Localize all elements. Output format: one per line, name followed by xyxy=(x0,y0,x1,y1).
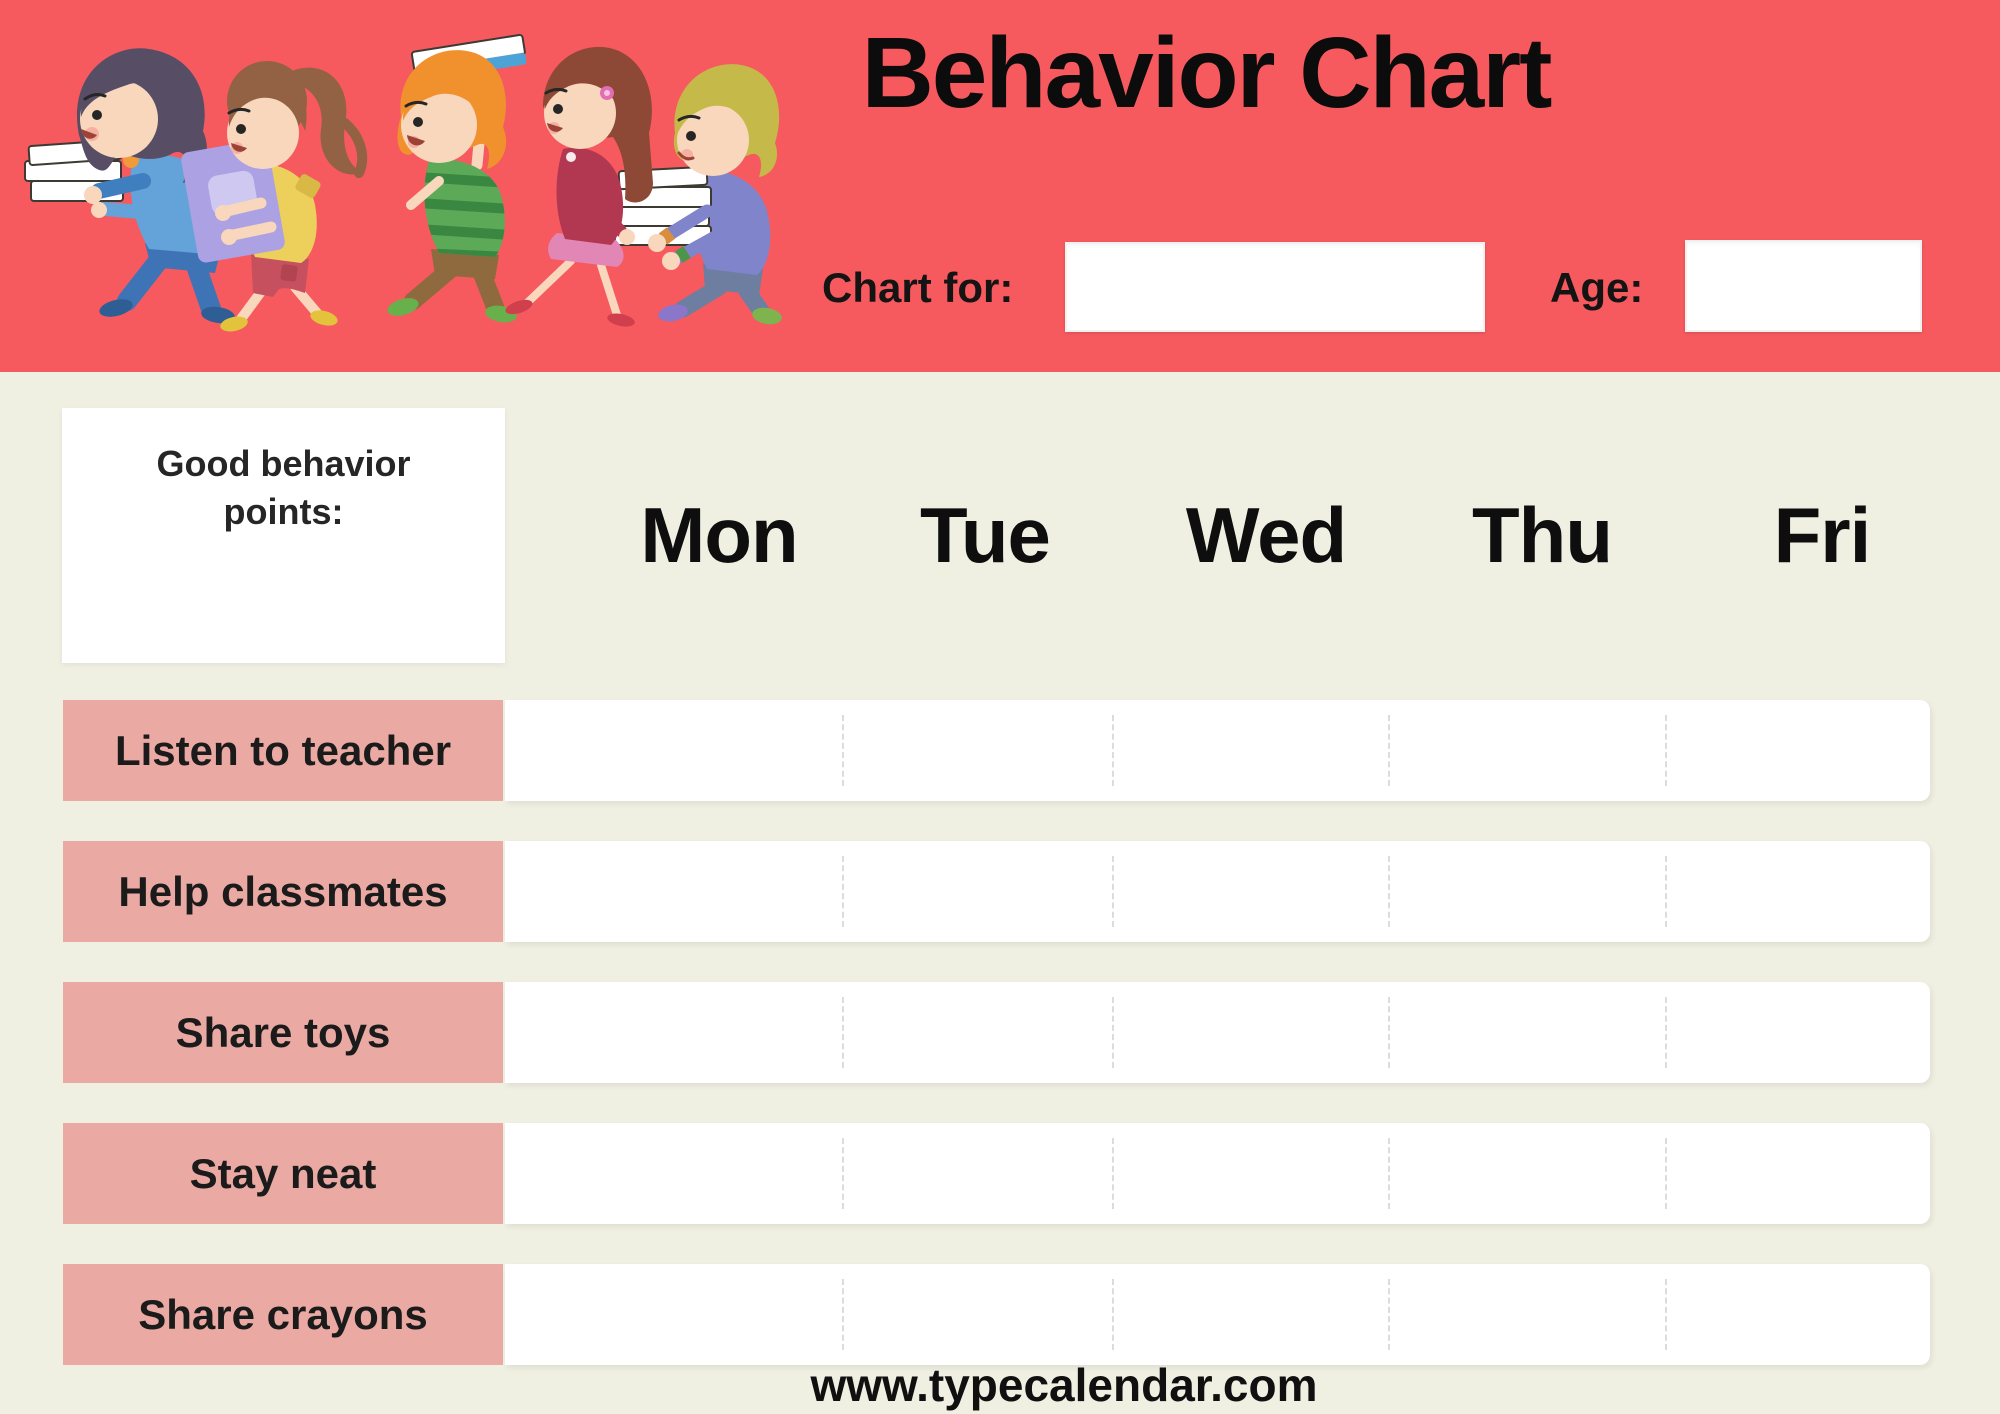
column-divider xyxy=(1388,1138,1390,1209)
row-strip xyxy=(505,1264,1930,1365)
column-divider xyxy=(1388,1279,1390,1350)
column-divider xyxy=(842,1279,844,1350)
behavior-cell xyxy=(505,1123,842,1224)
behavior-cell xyxy=(1388,700,1665,801)
child-5 xyxy=(610,64,782,325)
behavior-cell xyxy=(505,982,842,1083)
behavior-cell xyxy=(842,1123,1112,1224)
child-1 xyxy=(24,48,235,324)
behavior-cell xyxy=(1388,1264,1665,1365)
behavior-cell xyxy=(842,700,1112,801)
behavior-cell xyxy=(1112,1123,1388,1224)
age-input[interactable] xyxy=(1685,240,1922,332)
child-2 xyxy=(181,61,368,332)
day-header-tue: Tue xyxy=(920,491,1051,579)
column-divider xyxy=(1665,997,1667,1068)
column-divider xyxy=(842,856,844,927)
chart-for-input[interactable] xyxy=(1065,242,1485,332)
behavior-cell xyxy=(1112,1264,1388,1365)
behavior-cell xyxy=(1665,1264,1930,1365)
column-divider xyxy=(1388,997,1390,1068)
header-band: Behavior Chart Chart for: Age: xyxy=(0,0,2000,372)
row-strip xyxy=(505,841,1930,942)
row-strip xyxy=(505,700,1930,801)
behavior-cell xyxy=(1112,700,1388,801)
behavior-cell xyxy=(1112,982,1388,1083)
column-divider xyxy=(1112,1279,1114,1350)
child-4 xyxy=(505,46,653,327)
behavior-cell xyxy=(505,700,842,801)
children-books-illustration xyxy=(24,34,782,332)
page-title: Behavior Chart xyxy=(861,17,1553,129)
column-divider xyxy=(1112,856,1114,927)
website-url: www.typecalendar.com xyxy=(810,1359,1318,1411)
column-divider xyxy=(1665,856,1667,927)
behavior-cell xyxy=(1388,982,1665,1083)
table-row: Help classmates xyxy=(0,841,2000,942)
column-divider xyxy=(1112,1138,1114,1209)
row-strip xyxy=(505,982,1930,1083)
behavior-cell xyxy=(1665,982,1930,1083)
behavior-cell xyxy=(1112,841,1388,942)
behavior-cell xyxy=(842,841,1112,942)
row-label-share-toys: Share toys xyxy=(63,982,503,1083)
column-divider xyxy=(842,715,844,786)
behavior-cell xyxy=(1388,841,1665,942)
table-row: Stay neat xyxy=(0,1123,2000,1224)
row-strip xyxy=(505,1123,1930,1224)
column-divider xyxy=(1112,715,1114,786)
row-label-stay-neat: Stay neat xyxy=(63,1123,503,1224)
table-row: Share crayons xyxy=(0,1264,2000,1365)
behavior-cell xyxy=(505,841,842,942)
column-divider xyxy=(842,1138,844,1209)
column-divider xyxy=(1665,1138,1667,1209)
table-row: Share toys xyxy=(0,982,2000,1083)
row-label-help-classmates: Help classmates xyxy=(63,841,503,942)
child-3 xyxy=(387,34,527,323)
row-label-share-crayons: Share crayons xyxy=(63,1264,503,1365)
column-divider xyxy=(1388,856,1390,927)
chart-for-label: Chart for: xyxy=(822,264,1014,311)
behavior-cell xyxy=(842,1264,1112,1365)
behavior-cell xyxy=(1665,1123,1930,1224)
column-divider xyxy=(1112,997,1114,1068)
day-header-wed: Wed xyxy=(1185,491,1347,579)
column-divider xyxy=(842,997,844,1068)
behavior-cell xyxy=(1388,1123,1665,1224)
behavior-cell xyxy=(1665,700,1930,801)
day-header-thu: Thu xyxy=(1472,491,1613,579)
behavior-cell xyxy=(1665,841,1930,942)
day-header-mon: Mon xyxy=(640,491,798,579)
column-divider xyxy=(1388,715,1390,786)
column-divider xyxy=(1665,715,1667,786)
column-divider xyxy=(1665,1279,1667,1350)
behavior-cell xyxy=(842,982,1112,1083)
day-header-fri: Fri xyxy=(1773,491,1872,579)
behavior-cell xyxy=(505,1264,842,1365)
good-behavior-points-label: Good behavior points: xyxy=(62,408,505,663)
row-label-listen-to-teacher: Listen to teacher xyxy=(63,700,503,801)
age-label: Age: xyxy=(1550,264,1644,311)
table-row: Listen to teacher xyxy=(0,700,2000,801)
